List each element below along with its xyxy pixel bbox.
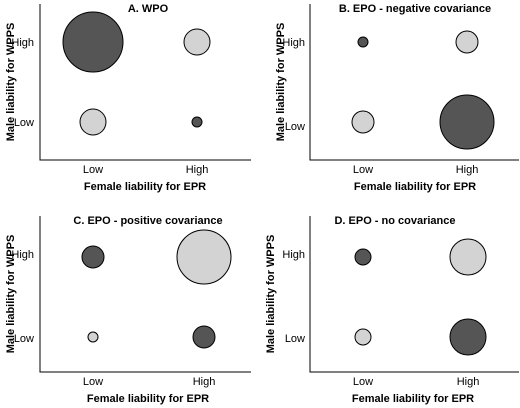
panel-b-bubble-low-x-low-y [351, 110, 375, 134]
panel-d-bubble-low-x-low-y [354, 328, 372, 346]
panel-b-bubbles [351, 30, 495, 150]
panel-c-axes [39, 216, 251, 373]
panel-c-xtick-low: Low [83, 376, 103, 388]
panel-b-ytick-high: High [282, 37, 305, 49]
panel-a-ylabel: Male liability for WPPS [5, 23, 17, 142]
panel-a-title: A. WPO [128, 3, 169, 15]
panel-b-xtick-high: High [456, 164, 479, 176]
panel-a-ytick-high: High [11, 37, 34, 49]
panel-c-ylabel: Male liability for WPPS [5, 235, 17, 354]
panel-d-bubble-high-x-low-y [449, 318, 487, 356]
panel-b-bubble-high-x-high-y [455, 30, 479, 54]
panel-c-bubble-high-x-low-y [192, 325, 216, 349]
panel-b-xtick-low: Low [353, 164, 373, 176]
panel-c-xlabel: Female liability for EPR [87, 393, 209, 405]
panel-b-title: B. EPO - negative covariance [339, 3, 491, 15]
panel-d-bubble-low-x-high-y [354, 248, 372, 266]
panel-c-ytick-high: High [11, 249, 34, 261]
panel-a: A. WPO High Low Low High Female liabilit… [5, 3, 251, 193]
panel-b-axes [309, 4, 519, 161]
panel-a-xtick-low: Low [83, 164, 103, 176]
panel-b-ytick-low: Low [285, 121, 305, 133]
panel-c: C. EPO - positive covariance High Low Lo… [5, 215, 251, 405]
panel-a-ytick-low: Low [14, 117, 34, 129]
panel-d-xlabel: Female liability for EPR [352, 393, 474, 405]
panel-c-bubble-high-x-high-y [176, 229, 232, 285]
panel-d-ytick-low: Low [285, 333, 305, 345]
panel-b-bubble-high-x-low-y [439, 94, 495, 150]
panel-b-bubble-low-x-high-y [357, 36, 369, 48]
panel-d-ytick-high: High [282, 249, 305, 261]
panel-b: B. EPO - negative covariance High Low Lo… [275, 3, 519, 193]
panel-b-xlabel: Female liability for EPR [354, 181, 476, 193]
panel-a-bubble-high-x-high-y [183, 28, 211, 56]
panel-b-ylabel: Male liability for WPPS [275, 23, 287, 142]
panel-d-xtick-high: High [457, 376, 480, 388]
panel-d-xtick-low: Low [353, 376, 373, 388]
panel-a-bubble-low-x-high-y [62, 11, 124, 73]
panel-a-axes [39, 4, 251, 161]
panel-d-ylabel: Male liability for WPPS [265, 235, 277, 354]
panel-a-xlabel: Female liability for EPR [84, 181, 206, 193]
panel-d-bubbles [354, 238, 487, 356]
panel-c-ytick-low: Low [14, 333, 34, 345]
panel-a-bubble-low-x-low-y [79, 108, 107, 136]
panel-d-axes [309, 216, 519, 373]
panel-a-xtick-high: High [186, 164, 209, 176]
panel-d: D. EPO - no covariance High Low Low High… [265, 215, 519, 405]
panel-a-bubble-high-x-low-y [191, 116, 203, 128]
panel-c-title: C. EPO - positive covariance [73, 215, 222, 227]
panel-a-bubbles [62, 11, 211, 136]
panel-c-bubbles [81, 229, 232, 349]
panel-c-bubble-low-x-high-y [81, 245, 105, 269]
panel-c-xtick-high: High [193, 376, 216, 388]
panel-d-bubble-high-x-high-y [449, 238, 487, 276]
panel-c-bubble-low-x-low-y [87, 331, 99, 343]
panel-d-title: D. EPO - no covariance [334, 215, 455, 227]
